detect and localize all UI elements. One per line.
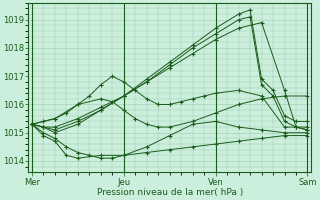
X-axis label: Pression niveau de la mer( hPa ): Pression niveau de la mer( hPa ) <box>97 188 243 197</box>
